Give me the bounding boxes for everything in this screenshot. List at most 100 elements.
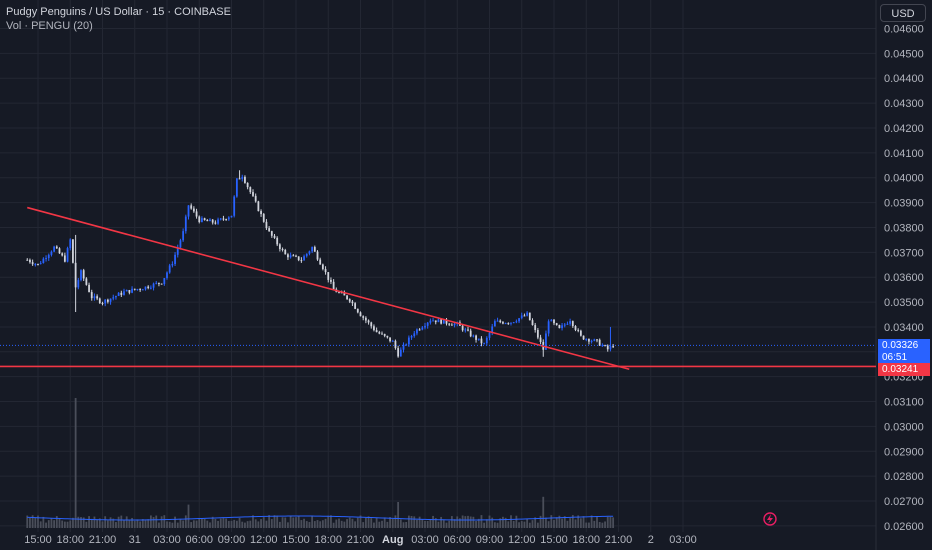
candle-body [410,336,413,338]
volume-bar [389,517,391,528]
candle-body [520,315,523,319]
candle-body [343,292,346,296]
candle-body [72,239,74,263]
candle-body [276,237,279,245]
candle-body [340,292,343,294]
x-tick-label: 06:00 [185,534,213,546]
volume-bar [566,520,569,528]
candle-body [523,315,526,317]
candle-body [518,318,520,322]
volume-bar [483,522,486,528]
candle-body [219,218,222,220]
volume-bar [93,516,96,528]
candle-body [262,214,265,222]
candle-body [370,322,373,327]
candle-body [281,249,284,251]
candle-body [235,178,238,197]
volume-bar [42,516,45,528]
volume-indicator-label[interactable]: Vol · PENGU (20) [6,20,93,32]
volume-bar [590,515,593,528]
volume-bar [375,518,378,528]
volume-bar [442,520,445,528]
volume-bar [563,516,566,528]
volume-bar [72,517,74,528]
volume-bar [362,522,365,528]
candle-body [141,289,144,291]
currency-button[interactable]: USD [880,4,926,22]
candle-body [112,297,115,299]
volume-bar [510,515,512,528]
volume-bar [85,521,88,528]
candle-body [74,262,77,288]
volume-bar [61,520,64,528]
y-tick-label: 0.04400 [884,73,924,85]
candle-body [184,216,187,232]
x-tick-label: 18:00 [572,534,600,546]
candle-body [42,258,45,264]
candle-body [601,345,604,347]
volume-bar [182,520,185,528]
volume-bar [47,520,50,528]
candle-body [550,319,553,322]
candle-body [249,187,252,193]
x-tick-label: 31 [129,534,141,546]
candle-body [448,323,451,325]
candle-body [373,326,375,331]
volume-bar [338,518,340,528]
candle-body [96,296,99,299]
candle-body [394,340,397,349]
candle-body [609,346,612,350]
candle-body [303,256,305,261]
candle-body [166,272,168,279]
volume-bar [195,520,198,528]
volume-bar [319,521,322,528]
volume-bar [74,398,77,528]
volume-bar [160,516,163,528]
candle-body [195,211,198,217]
candle-body [539,337,542,342]
volume-bar [558,515,561,528]
candle-body [596,339,598,341]
volume-bar [184,515,187,528]
volume-bar [305,521,308,528]
volume-bar [386,521,389,528]
volume-bar [190,522,193,528]
volume-bar [53,520,56,528]
candle-body [39,263,42,265]
candle-body [104,299,107,304]
volume-bar [459,518,461,528]
volume-bar [464,516,467,528]
volume-bar [437,521,440,528]
volume-bar [101,521,104,528]
volume-bar [585,522,588,528]
candle-body [311,247,314,252]
y-tick-label: 0.02700 [884,496,924,508]
candle-body [63,255,66,262]
candle-body [149,287,152,289]
volume-bar [166,521,168,528]
volume-bar [222,517,225,528]
volume-bar [359,515,362,528]
candle-body [53,246,56,252]
candle-body [416,329,418,334]
symbol-title[interactable]: Pudgy Penguins / US Dollar · 15 · COINBA… [6,6,231,18]
candle-body [225,219,228,221]
volume-bar [219,518,222,528]
y-tick-label: 0.04200 [884,123,924,135]
volume-bar [536,522,539,528]
volume-bar [324,518,327,528]
replay-icon[interactable] [763,512,777,526]
volume-bar [547,521,550,528]
volume-bar [192,520,195,528]
candle-body [80,270,82,281]
volume-bar [416,519,418,528]
volume-bar [330,515,332,528]
candle-body [90,292,93,299]
candle-body [338,292,340,294]
volume-bar [448,520,451,528]
candle-body [569,321,572,324]
volume-bar [496,522,499,528]
candle-body [354,303,357,309]
